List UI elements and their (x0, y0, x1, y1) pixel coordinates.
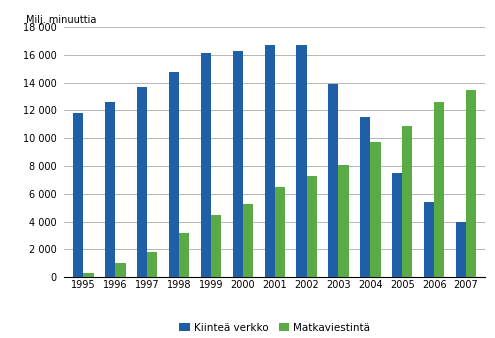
Bar (243, 203, 253, 277)
Bar (339, 165, 348, 277)
Bar (147, 252, 157, 277)
Bar (466, 90, 476, 277)
Legend: Kiinteä verkko, Matkaviestintä: Kiinteä verkko, Matkaviestintä (175, 319, 375, 337)
Bar (201, 53, 211, 277)
Bar (434, 102, 445, 277)
Bar (73, 113, 84, 277)
Bar (328, 84, 339, 277)
Bar (360, 117, 370, 277)
Bar (456, 222, 466, 277)
Bar (169, 72, 179, 277)
Bar (179, 233, 189, 277)
Bar (370, 142, 381, 277)
Bar (137, 87, 147, 277)
Bar (105, 102, 115, 277)
Bar (233, 51, 243, 277)
Bar (115, 263, 126, 277)
Bar (84, 273, 94, 277)
Bar (275, 187, 285, 277)
Bar (211, 215, 221, 277)
Bar (306, 176, 317, 277)
Bar (264, 45, 275, 277)
Bar (297, 45, 306, 277)
Text: Milj. minuuttia: Milj. minuuttia (27, 15, 97, 25)
Bar (392, 173, 402, 277)
Bar (402, 126, 412, 277)
Bar (424, 202, 434, 277)
